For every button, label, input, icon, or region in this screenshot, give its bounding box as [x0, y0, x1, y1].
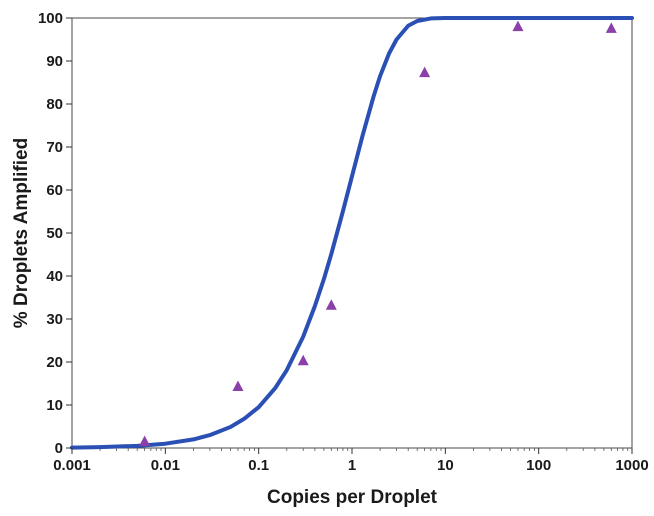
y-tick-label: 40: [46, 268, 63, 285]
y-tick-label: 20: [46, 354, 63, 371]
y-tick-label: 50: [46, 225, 63, 242]
x-tick-label: 0.01: [151, 457, 180, 474]
x-tick-label: 0.001: [53, 457, 91, 474]
y-tick-label: 10: [46, 397, 63, 414]
data-point-triangle: [325, 299, 337, 310]
y-tick-label: 90: [46, 53, 63, 70]
data-point-triangle: [605, 22, 617, 33]
x-tick-label: 1: [348, 457, 356, 474]
plot-area-frame: [71, 17, 633, 449]
fit-curve-layer: [70, 16, 634, 450]
y-axis-title: % Droplets Amplified: [11, 138, 32, 328]
x-tick-label: 10: [437, 457, 454, 474]
y-tick-label: 100: [38, 10, 63, 27]
y-axis: 0 10 20 30 40 50 60 70 80 90 100: [38, 10, 72, 457]
y-tick-label: 30: [46, 311, 63, 328]
data-point-triangle: [419, 66, 431, 78]
x-axis-title: Copies per Droplet: [267, 487, 438, 508]
y-tick-label: 70: [46, 139, 63, 156]
fit-curve-line: [70, 16, 634, 450]
data-point-triangle: [512, 20, 524, 32]
y-tick-label: 0: [55, 440, 63, 457]
x-axis: 0.001 0.01 0.1 1 10 100 1000: [53, 448, 649, 474]
x-tick-label: 100: [526, 457, 551, 474]
data-marker-layer: [139, 20, 617, 447]
y-tick-label: 60: [46, 182, 63, 199]
x-tick-label: 1000: [615, 457, 648, 474]
data-point-triangle: [297, 354, 309, 366]
x-tick-label: 0.1: [248, 457, 269, 474]
y-tick-label: 80: [46, 96, 63, 113]
data-point-triangle: [232, 380, 244, 392]
data-point-triangle: [139, 435, 151, 447]
